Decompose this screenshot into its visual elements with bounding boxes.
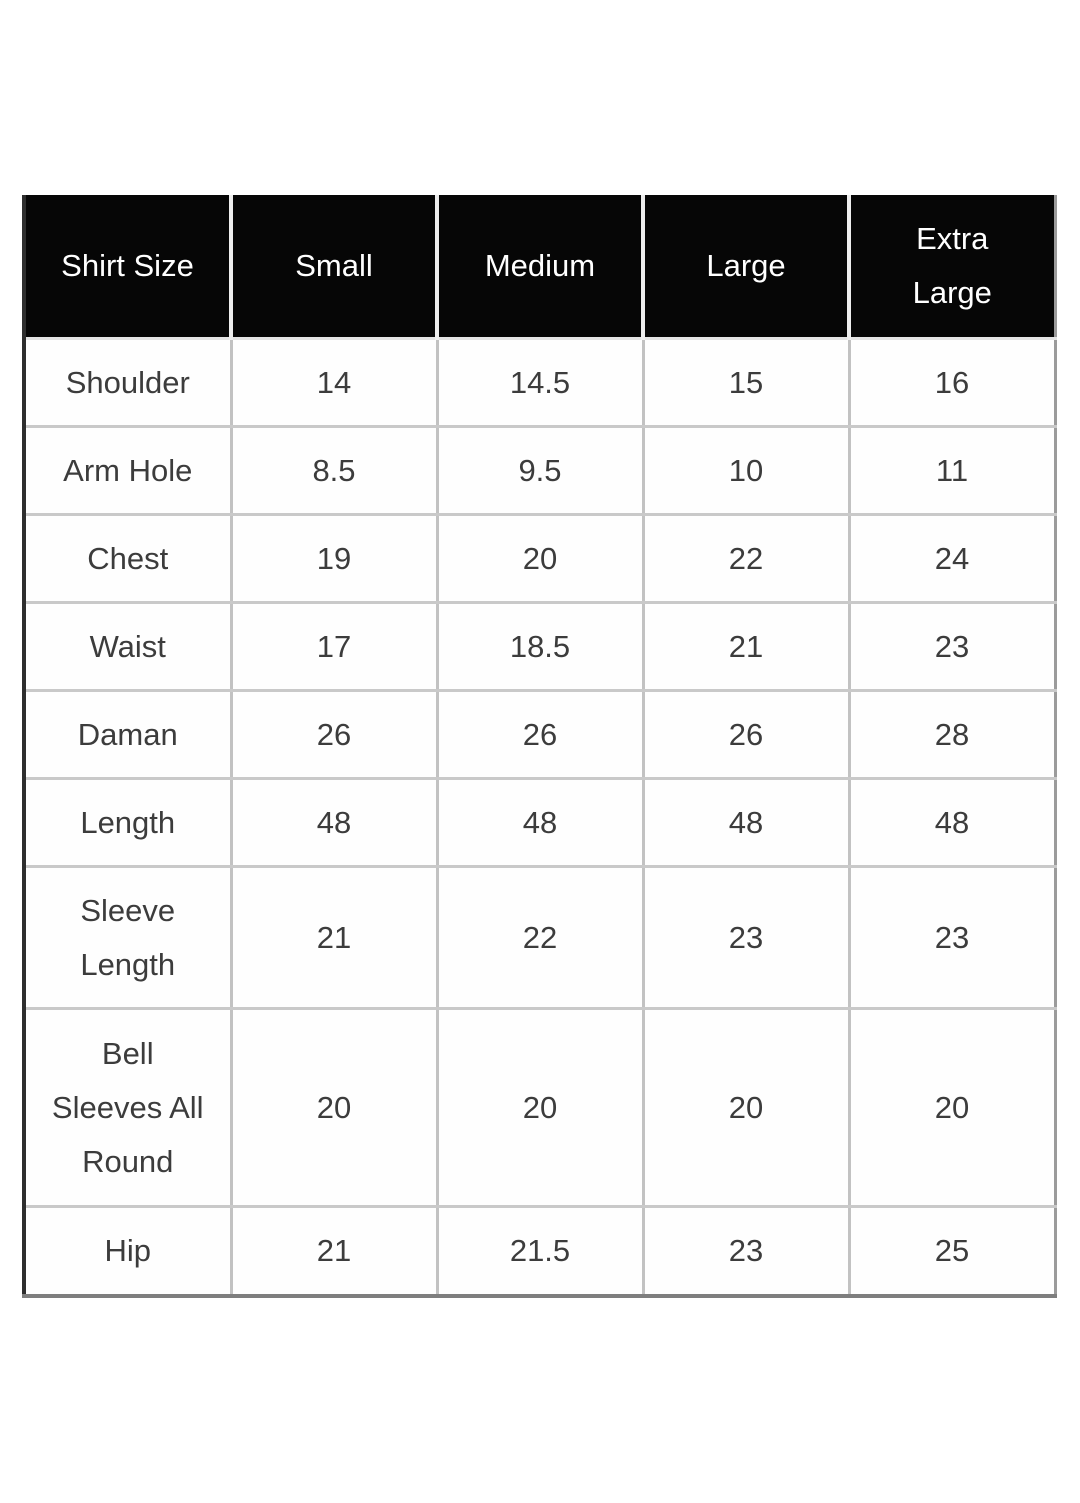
size-value-cell: 16 <box>849 338 1055 428</box>
size-value-cell: 9.5 <box>437 426 645 516</box>
column-header-small: Small <box>231 195 439 340</box>
size-value-cell: 26 <box>231 690 439 780</box>
table-row-shoulder: Shoulder 14 14.5 15 16 <box>24 338 1055 428</box>
table-row-sleeve-length: Sleeve Length 21 22 23 23 <box>24 866 1055 1010</box>
size-value-cell: 24 <box>849 514 1055 604</box>
size-value-cell: 17 <box>231 602 439 692</box>
table-row-chest: Chest 19 20 22 24 <box>24 514 1055 604</box>
size-value-cell: 23 <box>849 602 1055 692</box>
size-value-cell: 26 <box>437 690 645 780</box>
header-row: Shirt Size Small Medium Large Extra Larg… <box>24 195 1055 340</box>
size-value-cell: 20 <box>643 1008 851 1208</box>
size-value-cell: 23 <box>643 1206 851 1296</box>
table-row-bell-sleeves-all-round: Bell Sleeves All Round 20 20 20 20 <box>24 1008 1055 1208</box>
size-value-cell: 21 <box>231 1206 439 1296</box>
size-value-cell: 15 <box>643 338 851 428</box>
size-value-cell: 28 <box>849 690 1055 780</box>
size-value-cell: 26 <box>643 690 851 780</box>
size-value-cell: 14 <box>231 338 439 428</box>
measurement-label: Length <box>24 778 233 868</box>
column-header-extra-large: Extra Large <box>849 195 1055 340</box>
measurement-label: Sleeve Length <box>24 866 233 1010</box>
size-value-cell: 21 <box>231 866 439 1010</box>
size-value-cell: 20 <box>437 514 645 604</box>
size-value-cell: 48 <box>643 778 851 868</box>
measurement-label: Shoulder <box>24 338 233 428</box>
table-row-hip: Hip 21 21.5 23 25 <box>24 1206 1055 1296</box>
size-value-cell: 19 <box>231 514 439 604</box>
size-chart-table: Shirt Size Small Medium Large Extra Larg… <box>22 195 1057 1298</box>
size-value-cell: 20 <box>849 1008 1055 1208</box>
table-row-arm-hole: Arm Hole 8.5 9.5 10 11 <box>24 426 1055 516</box>
column-header-medium: Medium <box>437 195 645 340</box>
size-value-cell: 48 <box>849 778 1055 868</box>
size-value-cell: 11 <box>849 426 1055 516</box>
table-row-waist: Waist 17 18.5 21 23 <box>24 602 1055 692</box>
size-chart-header: Shirt Size Small Medium Large Extra Larg… <box>24 195 1055 340</box>
size-value-cell: 25 <box>934 1233 970 1268</box>
column-header-shirt-size: Shirt Size <box>24 195 233 340</box>
measurement-label: Hip <box>24 1206 233 1296</box>
measurement-label: Daman <box>24 690 233 780</box>
size-value-cell: 22 <box>643 514 851 604</box>
column-header-large: Large <box>643 195 851 340</box>
size-value-cell: 22 <box>437 866 645 1010</box>
size-value-cell: 23 <box>643 866 851 1010</box>
measurement-label: Waist <box>24 602 233 692</box>
size-value-cell: 18.5 <box>437 602 645 692</box>
size-value-cell: 20 <box>231 1008 439 1208</box>
size-value-cell: 48 <box>437 778 645 868</box>
size-value-cell: 48 <box>231 778 439 868</box>
size-value-cell: 10 <box>643 426 851 516</box>
size-value-cell: 14.5 <box>437 338 645 428</box>
table-row-daman: Daman 26 26 26 28 <box>24 690 1055 780</box>
measurement-label: Arm Hole <box>24 426 233 516</box>
measurement-label: Chest <box>24 514 233 604</box>
table-row-length: Length 48 48 48 48 <box>24 778 1055 868</box>
size-value-cell: 8.5 <box>231 426 439 516</box>
size-value-cell: 20 <box>437 1008 645 1208</box>
size-value-cell: 23 <box>849 866 1055 1010</box>
size-value-cell: 21.5 <box>437 1206 645 1296</box>
size-chart-body: Shoulder 14 14.5 15 16 Arm Hole 8.5 9.5 … <box>24 338 1055 1296</box>
size-chart: Shirt Size Small Medium Large Extra Larg… <box>22 195 1057 1298</box>
measurement-label: Bell Sleeves All Round <box>24 1008 233 1208</box>
size-value-cell: 21 <box>643 602 851 692</box>
